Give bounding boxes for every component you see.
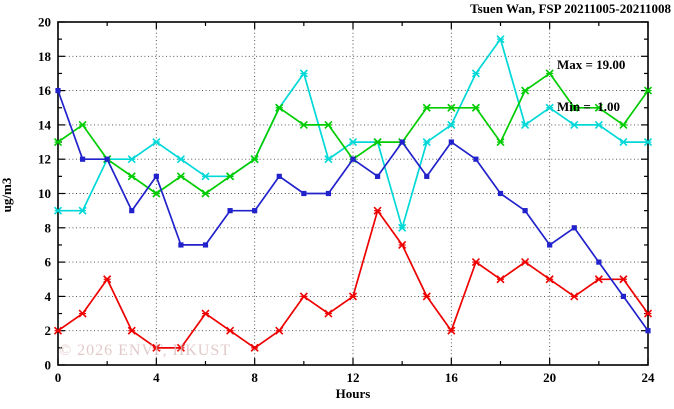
y-tick-label: 16 bbox=[38, 83, 52, 98]
marker-blue bbox=[55, 88, 61, 94]
y-axis-label: ug/m3 bbox=[0, 177, 14, 213]
marker-blue bbox=[473, 156, 479, 162]
maxmin-annotation: Max = 19.00 Min = 1.00 bbox=[557, 30, 625, 142]
marker-blue bbox=[645, 328, 651, 334]
min-annotation-line: Min = 1.00 bbox=[557, 99, 621, 114]
marker-blue bbox=[350, 156, 356, 162]
marker-blue bbox=[497, 190, 504, 197]
marker-blue bbox=[571, 225, 577, 231]
x-tick-label: 24 bbox=[642, 370, 656, 385]
y-tick-label: 6 bbox=[45, 255, 52, 270]
x-tick-label: 20 bbox=[543, 370, 556, 385]
y-tick-label: 18 bbox=[38, 49, 52, 64]
marker-blue bbox=[547, 242, 553, 248]
marker-blue bbox=[325, 190, 332, 197]
marker-blue bbox=[374, 173, 381, 179]
y-tick-label: 14 bbox=[38, 117, 52, 132]
marker-blue bbox=[301, 190, 307, 197]
x-axis-label: Hours bbox=[335, 386, 371, 401]
marker-blue bbox=[129, 208, 135, 214]
marker-blue bbox=[252, 208, 258, 214]
y-tick-label: 10 bbox=[38, 186, 51, 201]
max-annotation-line: Max = 19.00 bbox=[557, 57, 626, 72]
y-tick-label: 8 bbox=[45, 220, 52, 235]
y-tick-label: 0 bbox=[45, 358, 52, 373]
marker-blue bbox=[153, 173, 159, 179]
y-tick-label: 20 bbox=[38, 15, 51, 30]
marker-blue bbox=[399, 139, 405, 145]
marker-blue bbox=[79, 156, 86, 162]
y-tick-label: 2 bbox=[45, 323, 52, 338]
x-tick-label: 12 bbox=[347, 370, 360, 385]
marker-blue bbox=[596, 259, 602, 265]
marker-blue bbox=[227, 208, 233, 214]
x-tick-label: 16 bbox=[445, 370, 459, 385]
marker-blue bbox=[202, 242, 209, 248]
marker-blue bbox=[522, 208, 528, 214]
marker-blue bbox=[104, 156, 110, 162]
marker-blue bbox=[276, 173, 282, 179]
y-tick-label: 4 bbox=[45, 289, 52, 304]
x-tick-label: 0 bbox=[55, 370, 62, 385]
marker-blue bbox=[448, 139, 454, 145]
marker-blue bbox=[424, 173, 430, 179]
y-tick-label: 12 bbox=[38, 152, 51, 167]
x-tick-label: 8 bbox=[251, 370, 258, 385]
plot-border bbox=[57, 21, 649, 366]
marker-blue bbox=[620, 293, 627, 299]
marker-blue bbox=[178, 242, 184, 248]
watermark: © 2026 ENVF, HKUST bbox=[59, 342, 231, 359]
chart-title: Tsuen Wan, FSP 20211005-20211008 bbox=[470, 1, 671, 16]
x-tick-label: 4 bbox=[153, 370, 160, 385]
